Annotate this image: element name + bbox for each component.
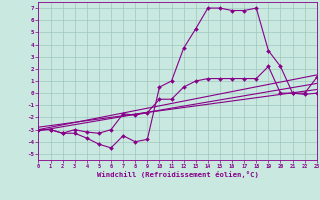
X-axis label: Windchill (Refroidissement éolien,°C): Windchill (Refroidissement éolien,°C) bbox=[97, 171, 259, 178]
